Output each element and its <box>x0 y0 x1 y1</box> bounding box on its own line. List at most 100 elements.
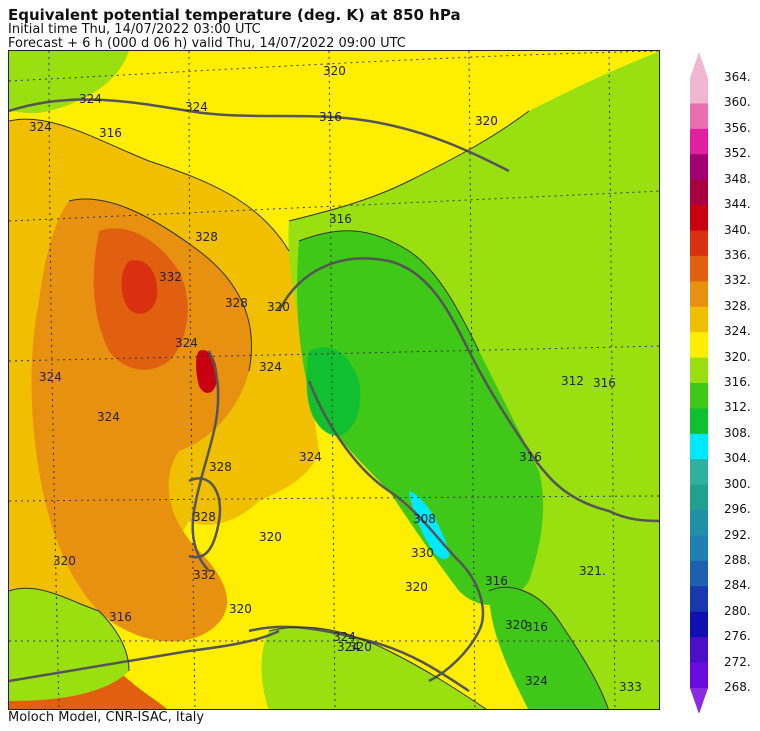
colorbar-tick-label: 304. <box>724 451 751 466</box>
field-zone-308-312 <box>306 347 361 436</box>
contour-label: 324 <box>185 100 208 114</box>
colorbar-swatch <box>690 205 708 231</box>
colorbar-tick-label: 296. <box>724 502 751 517</box>
contour-label: 324 <box>299 450 322 464</box>
colorbar <box>680 48 760 714</box>
colorbar-bottom-arrow <box>690 688 708 714</box>
colorbar-tick-label: 348. <box>724 171 751 186</box>
contour-label: 312 <box>561 374 584 388</box>
colorbar-swatch <box>690 230 708 257</box>
colorbar-tick-label: 352. <box>724 146 751 161</box>
contour-label: 320 <box>405 580 428 594</box>
colorbar-top-arrow <box>690 52 708 78</box>
contour-label: 316 <box>109 610 132 624</box>
colorbar-swatch <box>690 484 708 511</box>
colorbar-swatch <box>690 560 708 587</box>
coastlines <box>9 98 659 693</box>
colorbar-tick-label: 328. <box>724 298 751 313</box>
field-zone-312-316 <box>297 230 544 605</box>
contour-label: 320 <box>475 114 498 128</box>
contour-label: 320 <box>53 554 76 568</box>
colorbar-swatch <box>690 408 708 435</box>
colorbar-swatch <box>690 78 708 104</box>
contour-label: 324 <box>175 336 198 350</box>
field-zone-south-green <box>261 627 486 709</box>
colorbar-swatch <box>690 383 708 409</box>
field-zone-south-west-green <box>9 588 129 701</box>
colorbar-swatch <box>690 637 708 664</box>
contour-label: 333 <box>619 680 642 694</box>
contour-label: 324 <box>333 630 356 644</box>
colorbar-swatch <box>690 281 708 308</box>
contour-label: 316 <box>525 620 548 634</box>
colorbar-swatch <box>690 535 708 562</box>
contour-label: 316 <box>519 450 542 464</box>
contour-label: 316 <box>319 110 342 124</box>
colorbar-swatch <box>690 662 708 689</box>
colorbar-tick-label: 332. <box>724 273 751 288</box>
contour-label: 324 <box>29 120 52 134</box>
contour-label: 324 <box>97 410 120 424</box>
colorbar-tick-label: 308. <box>724 425 751 440</box>
colorbar-tick-label: 272. <box>724 654 751 669</box>
contour-label: 316 <box>99 126 122 140</box>
colorbar-tick-label: 364. <box>724 70 751 84</box>
contour-label: 321. <box>579 564 606 578</box>
contour-label: 324 <box>337 640 360 654</box>
contour-label: 328 <box>209 460 232 474</box>
colorbar-swatches <box>690 52 708 714</box>
colorbar-swatch <box>690 306 708 333</box>
colorbar-tick-label: 292. <box>724 527 751 542</box>
colorbar-tick-label: 284. <box>724 578 751 593</box>
colorbar-swatch <box>690 154 708 181</box>
contour-label: 328 <box>195 230 218 244</box>
model-credit: Moloch Model, CNR-ISAC, Italy <box>8 710 205 725</box>
contour-label: 320 <box>229 602 252 616</box>
forecast-valid-label: Forecast + 6 h (000 d 06 h) valid Thu, 1… <box>8 36 406 51</box>
contour-label: 328 <box>193 510 216 524</box>
contour-label: 316 <box>593 376 616 390</box>
contour-label: 316 <box>485 574 508 588</box>
colorbar-tick-label: 324. <box>724 324 751 339</box>
field-zone-328-332 <box>31 199 252 642</box>
colorbar-swatch <box>690 433 708 460</box>
contour-label: 332 <box>193 568 216 582</box>
colorbar-swatch <box>690 586 708 613</box>
field-zone-north-west <box>9 51 129 114</box>
colorbar-tick-label: 300. <box>724 476 751 491</box>
contour-label: 316 <box>329 212 352 226</box>
contour-label: 328 <box>225 296 248 310</box>
colorbar-tick-label: 360. <box>724 95 751 110</box>
initial-time-label: Initial time Thu, 14/07/2022 03:00 UTC <box>8 22 261 37</box>
colorbar-tick-label: 280. <box>724 603 751 618</box>
contour-label: 324 <box>79 92 102 106</box>
colorbar-swatch <box>690 179 708 206</box>
isolines <box>9 110 609 709</box>
colorbar-tick-label: 320. <box>724 349 751 364</box>
colorbar-swatch <box>690 128 708 155</box>
field-zone-304-308 <box>409 491 450 560</box>
colorbar-tick-label: 316. <box>724 375 751 389</box>
colorbar-swatch <box>690 357 708 384</box>
contour-label: 324 <box>259 360 282 374</box>
contour-label: 308 <box>413 512 436 526</box>
colorbar-tick-label: 344. <box>724 197 751 212</box>
colorbar-swatch <box>690 459 708 486</box>
contour-label: 324 <box>525 674 548 688</box>
contour-label: 320 <box>349 640 372 654</box>
contour-label: 330 <box>411 546 434 560</box>
colorbar-tick-label: 268. <box>724 680 751 694</box>
colorbar-tick-label: 288. <box>724 552 751 567</box>
colorbar-swatch <box>690 103 708 130</box>
contour-label: 320 <box>505 618 528 632</box>
contour-label: 320 <box>259 530 282 544</box>
contour-label: 320 <box>323 64 346 78</box>
contour-label: 324 <box>39 370 62 384</box>
colorbar-tick-label: 356. <box>724 120 751 135</box>
weather-map: 324 324 324 316 320 316 320 328 332 324 328 320 316 3… <box>8 50 660 710</box>
contour-label: 332 <box>159 270 182 284</box>
field-zone-312-316-south <box>489 587 609 709</box>
colorbar-swatch <box>690 510 708 536</box>
